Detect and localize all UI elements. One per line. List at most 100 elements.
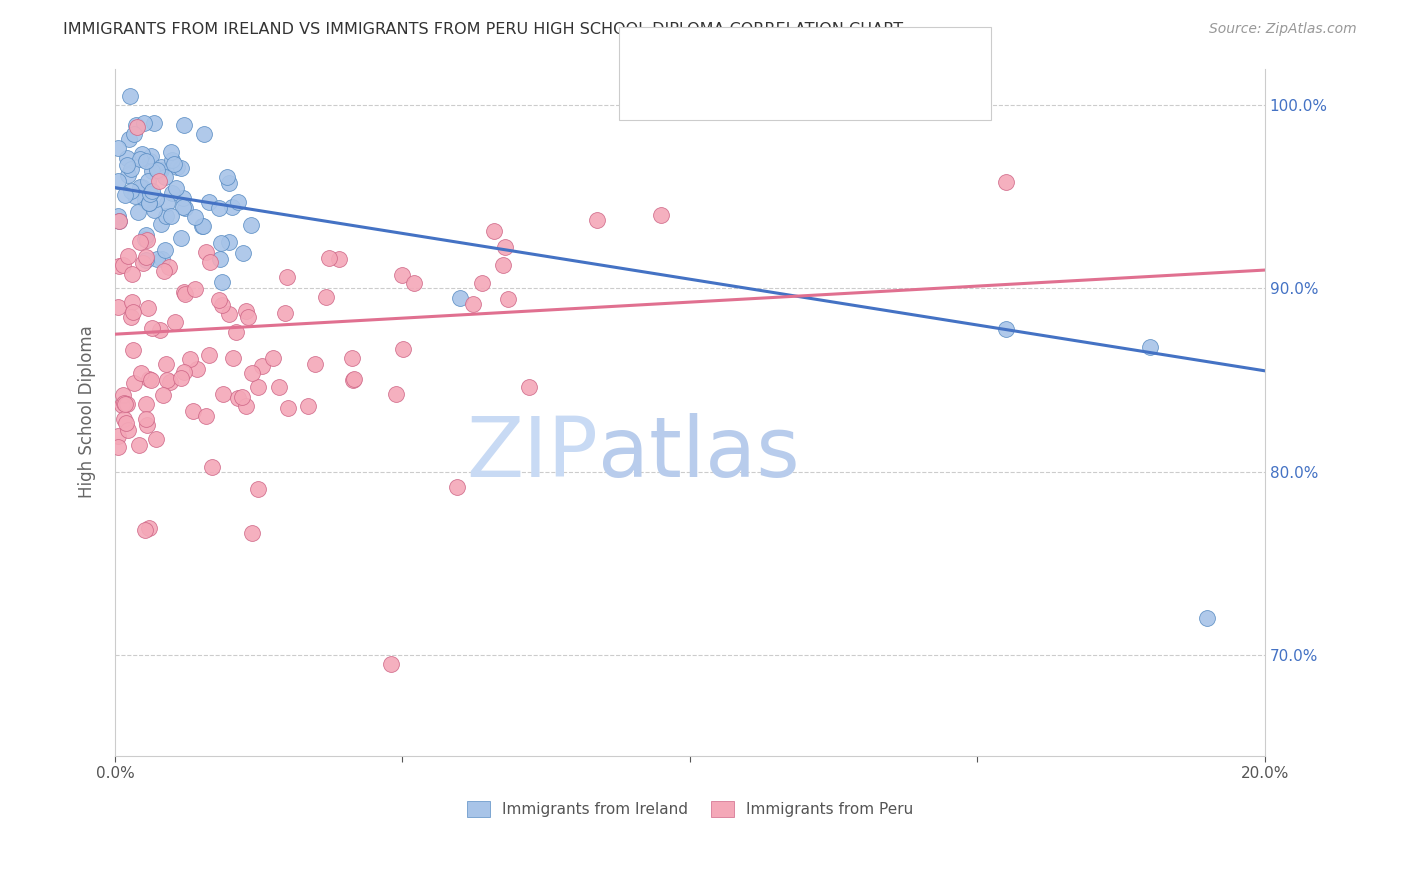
Point [200,255,222,269]
Point [232,246,254,260]
Point [193,219,215,233]
Point [141,164,163,178]
Text: N =: N = [830,89,863,107]
Point [240,526,263,541]
Point [107,174,129,188]
Text: 81: 81 [866,54,891,71]
Point [650,208,672,222]
Point [160,186,183,201]
Point [173,365,195,379]
Point [471,276,494,290]
Point [155,244,177,258]
Point [107,213,129,227]
Point [132,256,155,270]
Point [173,285,195,300]
Point [221,200,243,214]
Y-axis label: High School Diploma: High School Diploma [79,326,96,499]
Point [128,438,150,452]
Point [114,397,136,411]
Point [446,480,468,494]
Point [115,158,138,172]
Point [112,412,135,426]
Point [217,170,239,185]
Point [231,390,253,404]
Point [153,264,176,278]
Point [121,305,143,319]
Point [342,373,364,387]
Point [160,209,183,223]
Point [159,376,181,390]
Point [496,292,519,306]
Text: 105: 105 [866,89,904,107]
Point [318,251,340,265]
Point [380,657,402,671]
Point [343,372,366,386]
Point [120,89,142,103]
Point [135,397,157,411]
Point [124,188,146,202]
Point [111,388,134,402]
Point [138,372,160,386]
Point [107,214,129,228]
Point [134,193,156,207]
Point [212,387,235,401]
Point [240,366,263,380]
Text: 0.082: 0.082 [742,89,806,107]
Point [208,202,231,216]
Point [995,175,1018,189]
Point [143,115,166,129]
Point [328,252,350,267]
Point [163,315,186,329]
Point [586,212,609,227]
Point [179,351,201,366]
Point [277,401,299,416]
Point [156,373,179,387]
Point [198,194,221,209]
Point [139,374,162,388]
Point [136,301,159,315]
Point [146,252,169,267]
Point [112,396,135,410]
Point [209,236,232,251]
Point [276,270,298,285]
Point [385,387,408,401]
Point [129,152,152,166]
Point [274,306,297,320]
Point [995,321,1018,335]
Text: R =: R = [689,54,728,71]
Point [170,371,193,385]
Point [124,127,146,141]
Point [145,193,167,207]
Point [112,259,135,273]
Point [107,441,129,455]
Point [145,433,167,447]
Point [208,252,231,266]
Point [134,116,156,130]
Point [157,260,180,274]
Point [111,398,134,412]
Point [172,200,194,214]
Point [492,258,515,272]
Point [166,160,188,174]
Point [107,140,129,154]
Point [125,118,148,132]
Point [225,326,247,340]
Point [135,412,157,426]
Point [235,399,257,413]
Point [226,194,249,209]
Point [197,348,219,362]
Point [449,291,471,305]
Point [195,245,218,260]
Point [218,176,240,190]
Point [235,304,257,318]
Point [252,359,274,374]
Point [149,217,172,231]
Point [211,298,233,312]
Point [138,196,160,211]
Point [226,391,249,405]
Point [138,196,160,211]
Point [155,357,177,371]
Point [118,131,141,145]
Point [186,362,208,376]
Point [173,118,195,132]
